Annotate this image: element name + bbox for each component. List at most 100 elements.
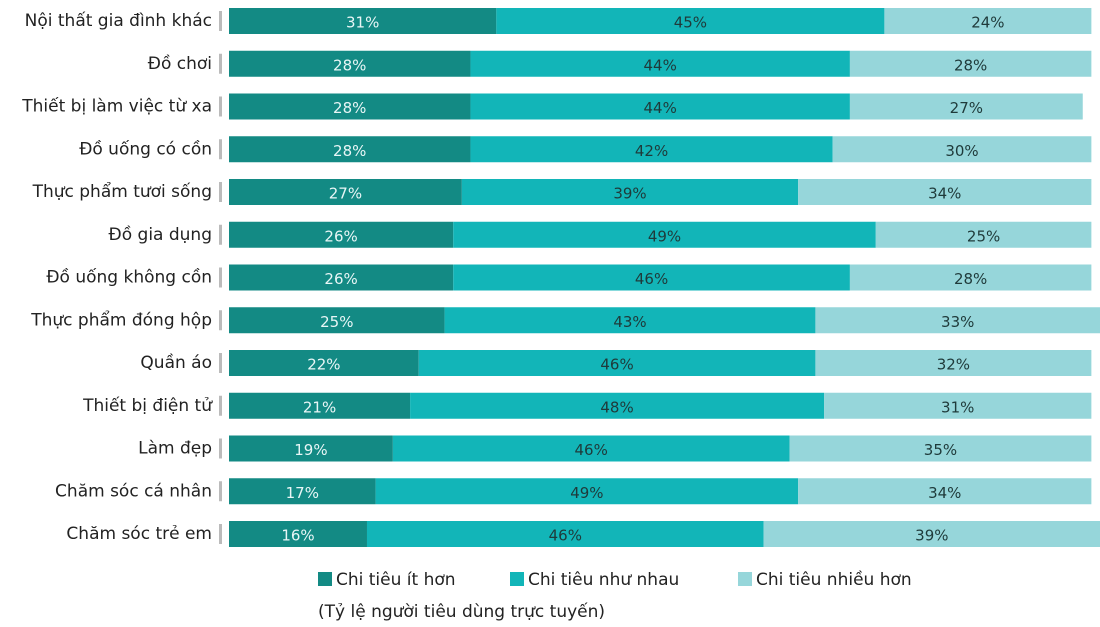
legend-label: Chi tiêu như nhau <box>528 570 679 590</box>
bar-segment <box>798 478 1092 505</box>
category-label: Quần áo <box>140 352 212 373</box>
bar-segment <box>366 521 764 547</box>
bar-segment <box>229 435 393 462</box>
separator <box>219 353 222 373</box>
value-label: 27% <box>329 185 362 203</box>
value-label: 24% <box>971 14 1004 32</box>
bar-segment <box>410 392 825 419</box>
bar-segment <box>229 179 462 205</box>
note: (Tỷ lệ người tiêu dùng trực tuyến) <box>318 601 605 622</box>
value-label: 44% <box>644 56 677 74</box>
value-label: 28% <box>333 99 366 117</box>
category-label: Nội thất gia đình khác <box>25 10 212 31</box>
value-label: 32% <box>937 356 970 374</box>
bar-segment <box>229 221 454 248</box>
bar-segment <box>229 136 471 163</box>
category-label: Đồ chơi <box>148 53 212 74</box>
value-label: 45% <box>674 14 707 32</box>
legend-swatch <box>738 572 752 586</box>
value-label: 26% <box>324 270 357 288</box>
value-label: 28% <box>954 270 987 288</box>
value-label: 42% <box>635 142 668 160</box>
category-label: Chăm sóc trẻ em <box>66 524 212 544</box>
bar-segment <box>798 179 1092 205</box>
separator <box>219 53 222 74</box>
bar-segment <box>496 8 885 34</box>
bar-segment <box>470 93 850 120</box>
bar-segment <box>375 478 799 505</box>
bar-segment <box>229 93 471 120</box>
bar-segment <box>849 93 1083 120</box>
bar-segment <box>470 50 850 77</box>
bar-segment <box>229 350 419 376</box>
value-label: 48% <box>600 398 633 416</box>
value-label: 31% <box>346 14 379 32</box>
category-label: Đồ uống không cồn <box>46 267 212 288</box>
category-label: Thiết bị làm việc từ xa <box>21 96 212 117</box>
separator <box>219 96 222 117</box>
value-label: 25% <box>320 313 353 331</box>
value-label: 19% <box>294 441 327 459</box>
value-label: 22% <box>307 356 340 374</box>
bar-segment <box>815 307 1100 334</box>
bar-segment <box>229 307 445 334</box>
separator <box>219 224 222 245</box>
bar-segment <box>461 179 799 205</box>
value-label: 33% <box>941 313 974 331</box>
value-label: 39% <box>613 185 646 203</box>
bar-segment <box>229 392 411 419</box>
value-label: 39% <box>915 527 948 545</box>
value-label: 46% <box>575 441 608 459</box>
legend-swatch <box>510 572 524 586</box>
bar-segment <box>229 521 367 547</box>
bar-segment <box>884 8 1092 34</box>
value-label: 21% <box>303 398 336 416</box>
separator <box>219 395 222 416</box>
legend-label: Chi tiêu ít hơn <box>336 570 456 590</box>
separator <box>219 182 222 202</box>
value-label: 43% <box>613 313 646 331</box>
value-label: 25% <box>967 227 1000 245</box>
legend-swatch <box>318 572 332 586</box>
category-label: Thực phẩm tươi sống <box>32 181 212 202</box>
value-label: 31% <box>941 398 974 416</box>
bar-segment <box>453 221 876 248</box>
value-label: 35% <box>924 441 957 459</box>
value-label: 44% <box>644 99 677 117</box>
category-label: Thiết bị điện tử <box>82 395 213 416</box>
bar-segment <box>229 264 454 291</box>
value-label: 49% <box>648 227 681 245</box>
bar-segment <box>444 307 816 334</box>
category-label: Chăm sóc cá nhân <box>55 481 212 501</box>
bar-segment <box>418 350 816 376</box>
category-label: Đồ uống có cồn <box>79 138 212 159</box>
value-label: 16% <box>281 527 314 545</box>
separator <box>219 438 222 459</box>
bar-segment <box>229 8 497 34</box>
value-label: 34% <box>928 484 961 502</box>
value-label: 49% <box>570 484 603 502</box>
value-label: 28% <box>333 56 366 74</box>
category-label: Làm đẹp <box>138 439 212 459</box>
bar-segment <box>824 392 1092 419</box>
legend-label: Chi tiêu nhiều hơn <box>756 569 912 590</box>
bar-segment <box>229 50 471 77</box>
value-label: 30% <box>945 142 978 160</box>
bar-segment <box>470 136 833 163</box>
bar-segment <box>875 221 1092 248</box>
bar-segment <box>849 264 1092 291</box>
bar-segment <box>832 136 1092 163</box>
value-label: 28% <box>333 142 366 160</box>
bar-segment <box>229 478 376 505</box>
separator <box>219 524 222 544</box>
value-label: 27% <box>950 99 983 117</box>
category-label: Thực phẩm đóng hộp <box>30 309 212 330</box>
separator <box>219 11 222 31</box>
value-label: 17% <box>286 484 319 502</box>
bar-segment <box>453 264 850 291</box>
separator <box>219 481 222 502</box>
value-label: 46% <box>600 356 633 374</box>
separator <box>219 310 222 331</box>
value-label: 34% <box>928 185 961 203</box>
